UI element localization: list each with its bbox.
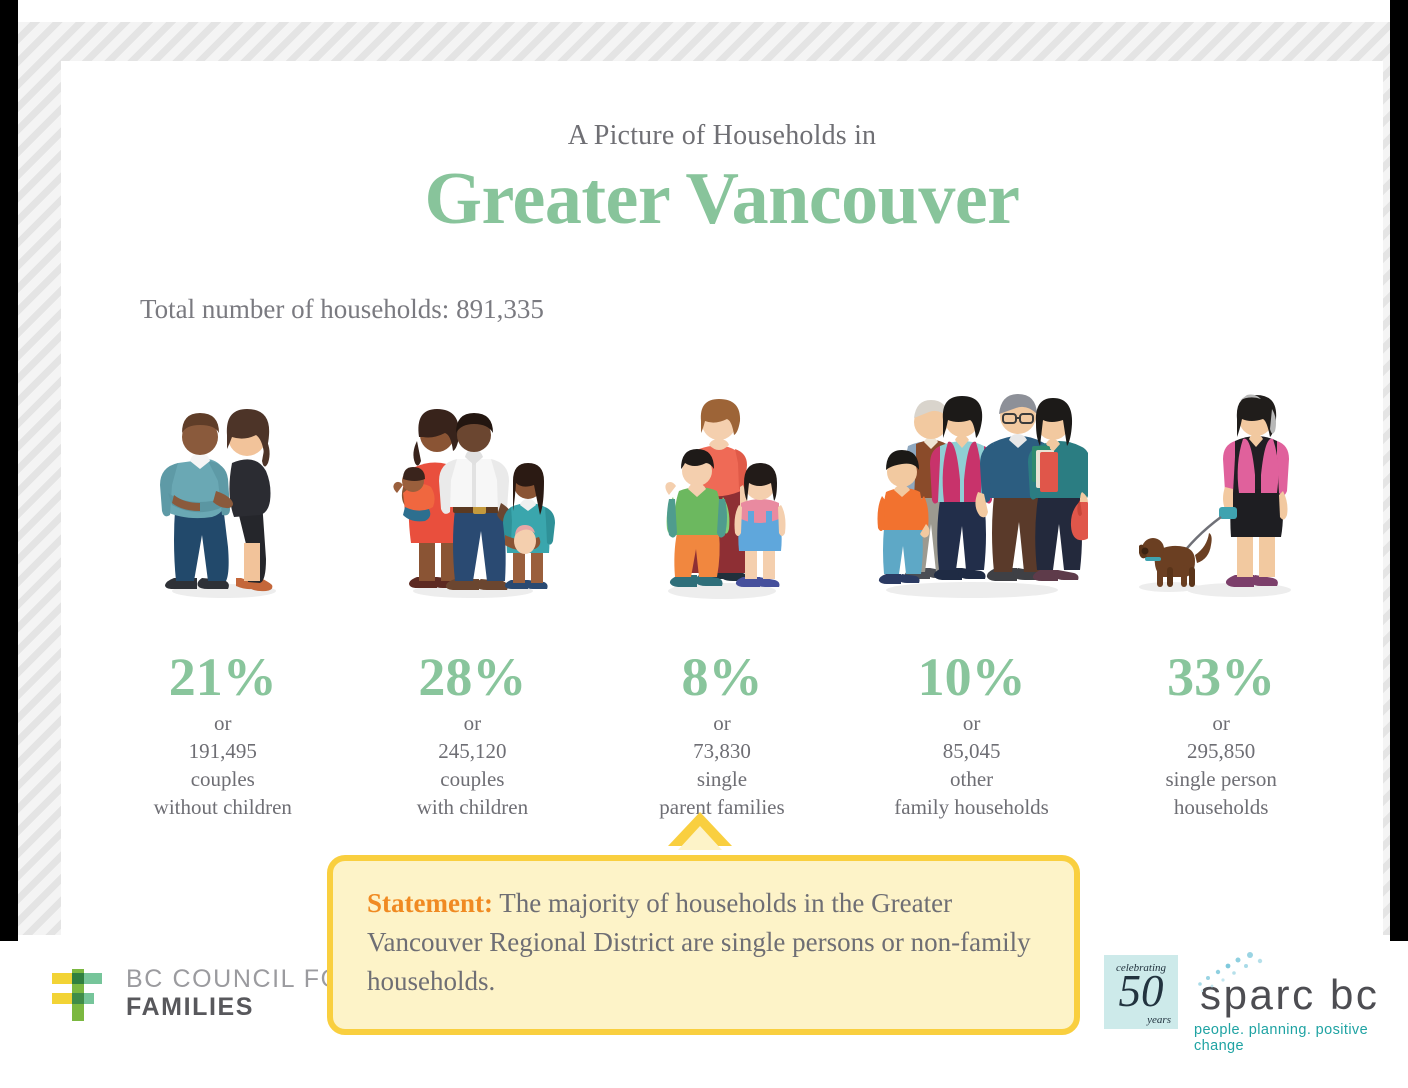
badge-number-50: 50 [1118, 966, 1164, 1016]
page-title: Greater Vancouver [424, 158, 1020, 240]
badge-celebrating-text: celebrating [1115, 962, 1167, 974]
statement-label: Statement: [367, 888, 493, 918]
sparc-name-text: sparc bc [1200, 971, 1380, 1018]
stat-caption: or 245,120 couples with children [416, 711, 529, 820]
sparc-wordmark-group: sparc bc people. planning. positive chan… [1192, 952, 1408, 1054]
callout-pointer-fill [678, 826, 722, 850]
column-couples-with-children: 28% or 245,120 couples with children [348, 368, 598, 822]
bccf-line-1: BC COUNCIL FOR [126, 965, 362, 993]
statement-callout-box [327, 855, 1080, 1035]
couple-no-children-illustration [98, 368, 348, 600]
bc-council-for-families-logo[interactable]: BC COUNCIL FOR FAMILIES [52, 965, 361, 1021]
statement-body: The majority of households in the Greate… [367, 888, 1031, 996]
stat-percent: 21% [168, 647, 277, 708]
column-single-parent-families: 8% or 73,830 single parent families [597, 368, 847, 822]
household-type-columns: 21% or 191,495 couples without children [98, 352, 1346, 822]
sparc-dots-icon [1198, 952, 1263, 993]
single-person-with-dog-illustration [1096, 368, 1346, 600]
page-kicker: A Picture of Households in [567, 120, 877, 151]
striped-frame-border: A Picture of Households in Greater Vanco… [18, 22, 1390, 938]
statement-text: Statement: The majority of households in… [367, 884, 1057, 1001]
badge-years-text: years [1147, 1014, 1171, 1026]
celebrating-50-years-badge: celebrating 50 years [1104, 955, 1178, 1029]
stat-percent: 28% [418, 647, 527, 708]
stat-caption: or 191,495 couples without children [153, 711, 292, 820]
column-single-person-households: 33% or 295,850 single person households [1096, 368, 1346, 822]
extended-family-illustration [847, 368, 1097, 600]
total-households-line: Total number of households: 891,335 [140, 294, 544, 324]
stat-caption: or 295,850 single person households [1165, 711, 1277, 820]
stat-percent: 10% [917, 647, 1026, 708]
stat-caption: or 85,045 other family households [894, 711, 1049, 820]
left-black-bar [0, 0, 18, 941]
sparc-bc-logo[interactable]: celebrating 50 years sparc bc people. pl… [1104, 952, 1408, 1054]
bccf-line-2: FAMILIES [126, 993, 255, 1021]
infographic-canvas: A Picture of Households in Greater Vanco… [62, 62, 1382, 938]
sparc-tagline-text: people. planning. positive change [1194, 1021, 1369, 1054]
right-black-bar [1390, 0, 1408, 941]
bccf-wordmark: BC COUNCIL FOR FAMILIES [126, 965, 361, 1021]
stat-percent: 33% [1167, 647, 1276, 708]
single-parent-family-illustration [597, 368, 847, 600]
column-other-family-households: 10% or 85,045 other family households [847, 368, 1097, 822]
family-with-children-illustration [348, 368, 598, 600]
bccf-f-mark-icon [52, 969, 102, 1021]
stat-percent: 8% [681, 647, 763, 708]
column-couples-without-children: 21% or 191,495 couples without children [98, 368, 348, 822]
stat-caption: or 73,830 single parent families [659, 711, 785, 820]
